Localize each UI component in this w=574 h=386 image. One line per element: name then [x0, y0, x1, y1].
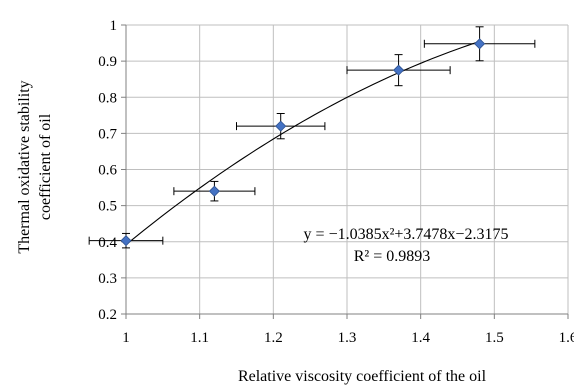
y-tick-label: 0.4	[98, 235, 117, 251]
trendline	[125, 40, 480, 246]
x-tick-label: 1.4	[411, 330, 430, 346]
x-tick-label: 1.2	[264, 330, 283, 346]
x-axis-label: Relative viscosity coefficient of the oi…	[238, 368, 487, 385]
trendline-layer	[125, 40, 480, 246]
y-tick-label: 0.2	[98, 307, 117, 323]
trendline-r-squared: R² = 0.9893	[354, 248, 431, 265]
data-point-marker	[474, 38, 486, 50]
y-tick-label: 0.8	[98, 90, 117, 106]
x-tick-label: 1.3	[338, 330, 357, 346]
y-tick-label: 0.3	[98, 271, 117, 287]
data-point-marker	[120, 235, 132, 247]
data-point-marker	[393, 64, 405, 76]
y-tick-label: 0.9	[98, 54, 117, 70]
axis-labels: Relative viscosity coefficient of the oi…	[16, 80, 487, 385]
axes	[121, 24, 569, 319]
y-tick-label: 0.7	[98, 126, 117, 142]
x-tick-label: 1.6	[559, 330, 574, 346]
y-axis-label-line-1: Thermal oxidative stability	[16, 80, 33, 253]
error-bars	[88, 26, 536, 249]
tick-labels: 0.2 0.3 0.4 0.5 0.6 0.7 0.8 0.9 1 1 1.1 1.2 1.3 1.4 1.…	[98, 18, 574, 346]
x-tick-label: 1.5	[485, 330, 504, 346]
trendline-annotations: y = −1.0385x²+3.7478x−2.3175 R² = 0.9893	[304, 226, 509, 265]
data-point-marker	[208, 185, 220, 197]
x-tick-label: 1	[122, 330, 130, 346]
data-points	[120, 38, 486, 247]
trendline-equation: y = −1.0385x²+3.7478x−2.3175	[304, 226, 509, 243]
y-tick-label: 0.6	[98, 163, 117, 179]
y-tick-label: 1	[110, 18, 118, 34]
y-axis-label-line-2: coefficient of oil	[37, 113, 54, 220]
data-point-marker	[275, 120, 287, 132]
y-tick-label: 0.5	[98, 199, 117, 215]
x-tick-label: 1.1	[190, 330, 209, 346]
